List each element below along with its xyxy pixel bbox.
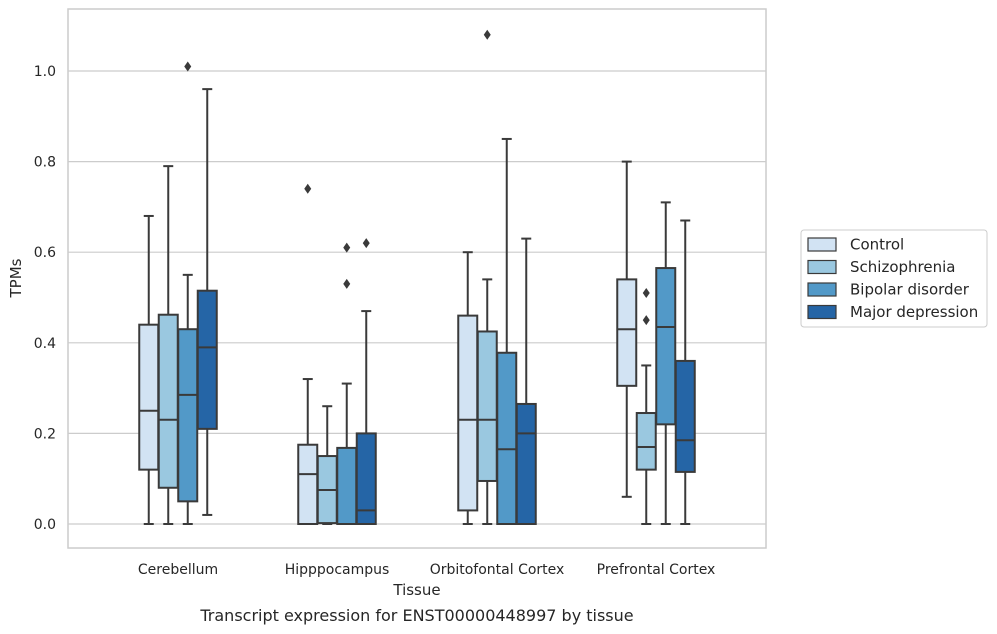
x-tick-label: Hipppocampus [285, 562, 390, 578]
box-control [297, 183, 319, 526]
box-iqr [616, 278, 638, 387]
y-tick-label: 0.4 [34, 336, 56, 352]
box-iqr [355, 432, 377, 525]
legend-frame [800, 229, 988, 328]
legend: Control Schizophrenia Bipolar disorder Majo… [800, 229, 988, 328]
box-iqr [635, 412, 657, 471]
figure-caption: Transcript expression for ENST0000044899… [200, 606, 634, 625]
outlier-point [362, 238, 370, 249]
box-iqr [457, 314, 479, 512]
box-iqr [336, 446, 358, 525]
box-iqr [157, 313, 179, 489]
box-major-depression [355, 238, 377, 525]
x-axis-label: Tissue [392, 581, 440, 599]
box-iqr [138, 323, 160, 471]
legend-swatch [807, 282, 837, 297]
box-control [616, 160, 638, 498]
y-tick-label: 0.6 [34, 245, 56, 261]
y-tick-labels: 0.0 0.2 0.4 0.6 0.8 1.0 [34, 64, 56, 533]
box-major-depression [196, 88, 218, 516]
box-iqr [177, 328, 199, 503]
y-tick-label: 1.0 [34, 64, 56, 80]
x-tick-labels: Cerebellum Hipppocampus Orbitofontal Corte… [138, 562, 715, 578]
legend-label: Control [850, 236, 904, 254]
legend-swatch [807, 259, 837, 275]
x-tick-label: Cerebellum [138, 562, 218, 578]
outlier-point [343, 278, 351, 289]
box-iqr [196, 289, 218, 430]
box-iqr [297, 443, 319, 526]
outlier-point [304, 183, 312, 194]
box-groups [138, 29, 696, 526]
y-tick-label: 0.0 [34, 517, 56, 533]
box-iqr [655, 267, 677, 426]
outlier-point [483, 29, 491, 40]
legend-label: Schizophrenia [850, 258, 955, 276]
box-major-depression [515, 237, 537, 525]
y-axis-label: TPMs [7, 258, 25, 298]
y-tick-label: 0.2 [34, 426, 56, 442]
legend-label: Major depression [850, 303, 978, 321]
box-schizophrenia [635, 287, 657, 525]
x-tick-label: Prefrontal Cortex [597, 562, 716, 578]
legend-label: Bipolar disorder [850, 281, 970, 299]
plot-frame [67, 8, 767, 549]
box-schizophrenia [316, 405, 338, 525]
box-iqr [476, 330, 498, 482]
legend-swatch [807, 237, 837, 252]
outlier-point [642, 287, 650, 298]
box-control [138, 214, 160, 525]
box-major-depression [674, 219, 696, 525]
outlier-point [642, 315, 650, 326]
outlier-point [184, 61, 192, 72]
outlier-point [343, 242, 351, 253]
box-bipolar-disorder [655, 201, 677, 525]
box-iqr [496, 351, 518, 525]
box-control [457, 251, 479, 525]
x-tick-label: Orbitofontal Cortex [430, 562, 565, 578]
y-tick-label: 0.8 [34, 155, 56, 171]
box-iqr [515, 402, 537, 525]
legend-swatch [807, 304, 837, 320]
box-iqr [674, 359, 696, 473]
